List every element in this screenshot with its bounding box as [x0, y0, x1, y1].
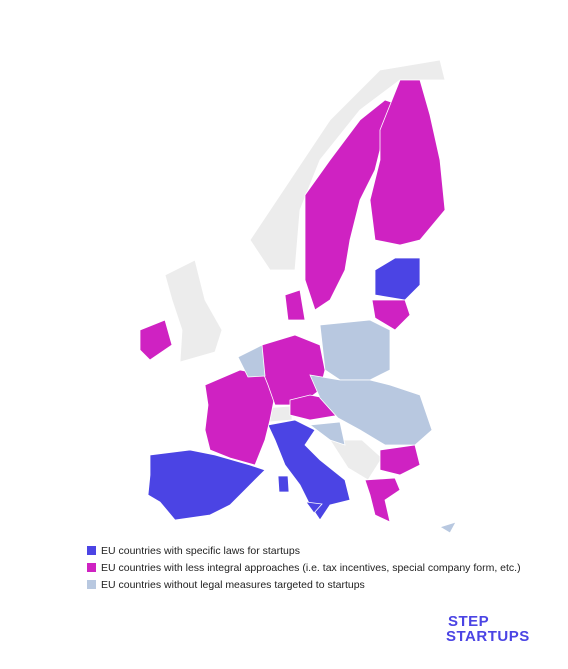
uk	[164, 259, 223, 363]
ireland	[139, 319, 173, 361]
logo-line1: STEP	[448, 613, 489, 630]
benelux	[237, 344, 266, 378]
iberia	[147, 449, 266, 521]
legend: EU countries with specific laws for star…	[87, 545, 521, 591]
italy	[267, 419, 351, 521]
legend-label: EU countries with less integral approach…	[101, 562, 521, 574]
central-europe	[309, 374, 433, 446]
baltics	[374, 257, 421, 301]
map	[139, 59, 457, 534]
balkans	[329, 439, 383, 481]
bulgaria	[379, 444, 421, 476]
lithuania	[371, 299, 411, 331]
legend-swatch	[87, 580, 96, 589]
legend-label: EU countries without legal measures targ…	[101, 579, 365, 591]
sweden	[304, 99, 401, 311]
denmark	[284, 289, 306, 321]
poland	[319, 319, 391, 381]
logo: STEP STARTUPS	[446, 613, 530, 645]
legend-label: EU countries with specific laws for star…	[101, 545, 300, 557]
legend-swatch	[87, 563, 96, 572]
legend-swatch	[87, 546, 96, 555]
greece	[364, 477, 401, 523]
finland	[369, 79, 446, 246]
cyprus	[439, 521, 457, 534]
logo-line2: STARTUPS	[446, 628, 530, 645]
croatia-slovenia	[308, 421, 346, 446]
sardinia	[277, 475, 290, 493]
france	[204, 369, 276, 466]
sicily	[305, 501, 323, 514]
